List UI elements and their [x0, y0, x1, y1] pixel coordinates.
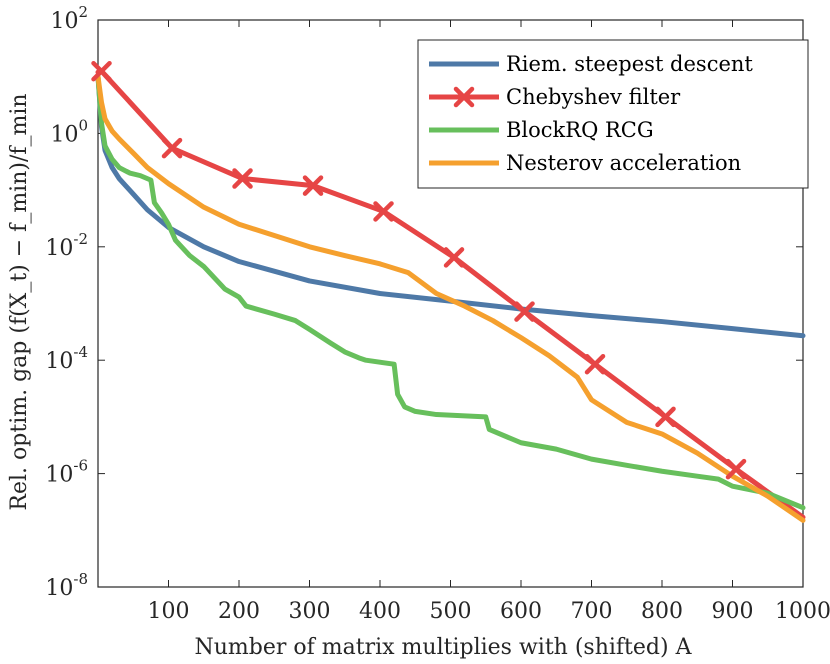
series-line-nesterov-acceleration — [95, 74, 806, 523]
x-tick-label: 600 — [500, 599, 542, 624]
svg-text:Rel. optim. gap (f(X_t) − f_mi: Rel. optim. gap (f(X_t) − f_min)/f_min — [7, 93, 32, 510]
y-axis-title-text: Rel. optim. gap (f(X_t) − f_min)/f_min — [7, 93, 32, 510]
x-tick-label: 500 — [430, 599, 472, 624]
svg-text:Number of matrix multiplies wi: Number of matrix multiplies with (shifte… — [195, 635, 693, 660]
y-tick-label: 102 — [50, 3, 88, 34]
data-point-chebyshev-filter — [725, 458, 747, 480]
data-point-chebyshev-filter — [373, 201, 394, 222]
y-tick-label: 100 — [50, 116, 88, 147]
series-line-chebyshev-filter — [95, 68, 806, 520]
x-tick-label: 700 — [571, 599, 613, 624]
legend-item-chebyshev-filter: Chebyshev filter — [429, 85, 681, 109]
x-tick-label: 900 — [712, 599, 754, 624]
y-axis-title: Rel. optim. gap (f(X_t) − f_min)/f_min — [7, 93, 32, 510]
series-markers — [91, 60, 747, 480]
series-lines — [95, 68, 806, 523]
series-line-riem-steepest-descent — [95, 74, 806, 339]
data-point-chebyshev-filter — [514, 301, 535, 322]
series-line-blockrq-rcg — [95, 74, 806, 511]
legend-items: Riem. steepest descent Chebyshev filter Bl… — [429, 52, 753, 175]
legend-item-riem-steepest-descent: Riem. steepest descent — [429, 52, 753, 76]
legend-item-blockrq-rcg: BlockRQ RCG — [429, 118, 654, 142]
x-tick-label: 200 — [218, 599, 260, 624]
x-tick-label: 400 — [359, 599, 401, 624]
y-tick-label: 10-6 — [45, 457, 88, 488]
data-point-chebyshev-filter — [655, 406, 676, 428]
data-point-chebyshev-filter — [443, 247, 465, 268]
x-tick-label: 1000 — [775, 599, 830, 624]
x-tick-label: 100 — [148, 599, 190, 624]
x-axis-title-text: Number of matrix multiplies with (shifte… — [195, 635, 693, 660]
y-tick-label: 10-4 — [45, 343, 88, 374]
plot-area: 100 200 300 400 500 600 700 800 900 1000 10210010… — [45, 3, 830, 624]
legend-label: Chebyshev filter — [506, 85, 681, 109]
legend-item-nesterov-acceleration: Nesterov acceleration — [429, 151, 741, 175]
legend-label: Riem. steepest descent — [506, 52, 753, 76]
data-point-chebyshev-filter — [232, 168, 253, 189]
data-point-chebyshev-filter — [584, 353, 606, 375]
legend: Riem. steepest descent Chebyshev filter Bl… — [417, 39, 809, 189]
y-tick-label: 10-8 — [45, 570, 88, 601]
x-tick-label: 300 — [289, 599, 331, 624]
y-axis-ticks: 102 100 10-2 10-4 10-6 10-8 — [45, 3, 803, 601]
data-point-chebyshev-filter — [161, 137, 183, 159]
x-axis-title: Number of matrix multiplies with (shifte… — [195, 635, 693, 660]
x-axis-ticks: 100 200 300 400 500 600 700 800 900 1000 — [148, 20, 830, 624]
legend-label: Nesterov acceleration — [506, 151, 741, 175]
data-point-chebyshev-filter — [91, 60, 112, 82]
x-tick-label: 800 — [641, 599, 683, 624]
y-tick-label: 10-2 — [45, 230, 88, 261]
legend-label: BlockRQ RCG — [506, 118, 654, 142]
data-point-chebyshev-filter — [302, 175, 324, 196]
